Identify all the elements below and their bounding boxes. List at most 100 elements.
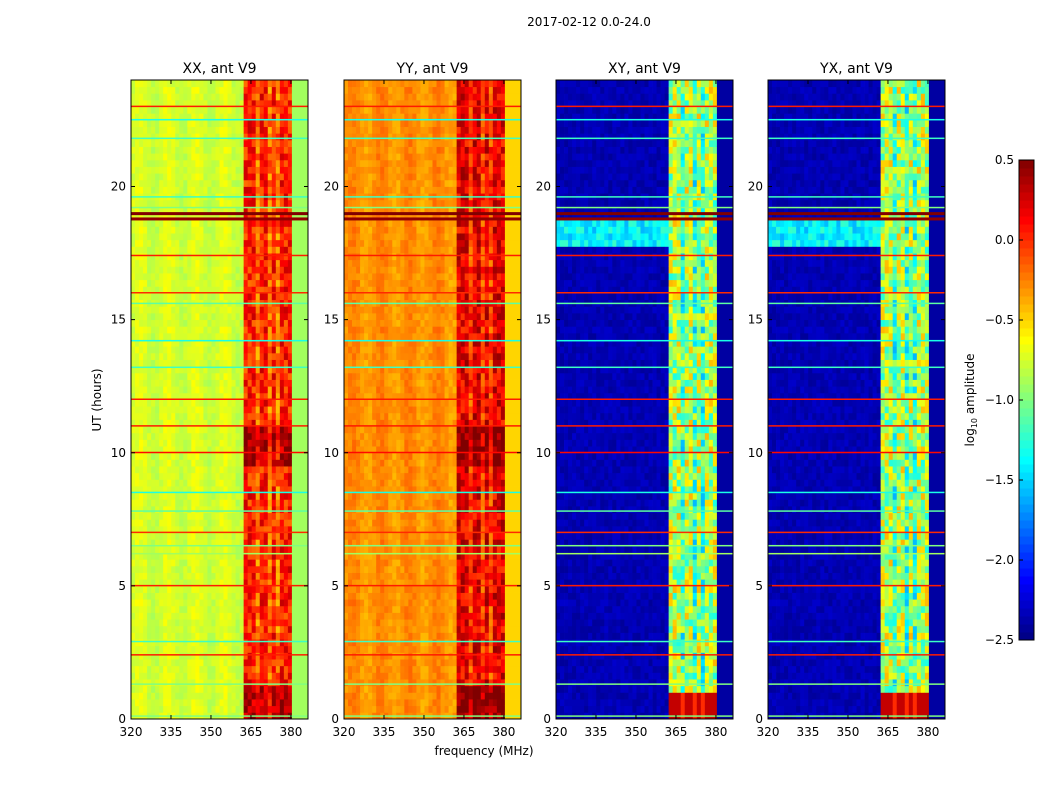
heatmap-cell (247, 233, 253, 241)
heatmap-cell (183, 159, 188, 167)
heatmap-cell (167, 519, 172, 527)
heatmap-cell (191, 306, 196, 314)
heatmap-cell (243, 359, 249, 367)
heatmap-cell (135, 159, 140, 167)
heatmap-cell (295, 579, 301, 587)
heatmap-cell (207, 86, 212, 94)
heatmap-cell (247, 366, 253, 374)
heatmap-cell (372, 699, 377, 707)
heatmap-cell (348, 625, 353, 633)
heatmap-cell (187, 306, 192, 314)
heatmap-cell (151, 106, 156, 114)
heatmap-cell (247, 432, 253, 440)
heatmap-cell (299, 419, 305, 427)
heatmap-cell (348, 559, 353, 567)
heatmap-cell (167, 259, 172, 267)
heatmap-cell (219, 486, 224, 494)
heatmap-cell (171, 359, 176, 367)
heatmap-cell (275, 386, 281, 394)
heatmap-cell (243, 239, 249, 247)
heatmap-cell (267, 672, 273, 680)
heatmap-cell (151, 599, 156, 607)
heatmap-cell (143, 519, 148, 527)
heatmap-cell (247, 80, 253, 88)
heatmap-cell (356, 273, 361, 281)
heatmap-cell (271, 306, 277, 314)
heatmap-cell (251, 512, 257, 520)
heatmap-cell (167, 545, 172, 553)
heatmap-cell (271, 492, 277, 500)
heatmap-cell (131, 699, 136, 707)
heatmap-cell (247, 153, 253, 161)
heatmap-cell (211, 492, 216, 500)
heatmap-cell (348, 406, 353, 414)
heatmap-cell (271, 273, 277, 281)
heatmap-cell (203, 539, 208, 547)
heatmap-cell (195, 426, 200, 434)
heatmap-cell (163, 665, 168, 673)
heatmap-cell (195, 639, 200, 647)
heatmap-cell (247, 319, 253, 327)
heatmap-cell (287, 119, 293, 127)
heatmap-cell (203, 499, 208, 507)
heatmap-cell (231, 426, 236, 434)
heatmap-cell (263, 219, 269, 227)
heatmap-cell (223, 406, 228, 414)
heatmap-cell (215, 492, 220, 500)
heatmap-cell (303, 492, 309, 500)
heatmap-cell (291, 632, 297, 640)
heatmap-cell (171, 279, 176, 287)
heatmap-cell (175, 199, 180, 207)
heatmap-cell (155, 119, 160, 127)
heatmap-cell (147, 685, 152, 693)
heatmap-cell (243, 652, 249, 660)
heatmap-cell (187, 326, 192, 334)
heatmap-cell (372, 545, 377, 553)
heatmap-cell (147, 146, 152, 154)
heatmap-cell (283, 665, 289, 673)
heatmap-cell (239, 273, 245, 281)
heatmap-cell (352, 306, 357, 314)
heatmap-cell (195, 419, 200, 427)
heatmap-cell (239, 699, 245, 707)
heatmap-cell (255, 539, 261, 547)
heatmap-cell (171, 173, 176, 181)
heatmap-cell (179, 699, 184, 707)
heatmap-cell (171, 233, 176, 241)
heatmap-cell (231, 259, 236, 267)
heatmap-cell (287, 146, 293, 154)
heatmap-cell (299, 93, 305, 101)
heatmap-cell (187, 539, 192, 547)
heatmap-cell (175, 652, 180, 660)
heatmap-cell (151, 659, 156, 667)
heatmap-cell (299, 326, 305, 334)
heatmap-cell (195, 406, 200, 414)
heatmap-cell (207, 506, 212, 514)
heatmap-cell (303, 412, 309, 420)
heatmap-cell (247, 592, 253, 600)
heatmap-cell (372, 525, 377, 534)
heatmap-cell (235, 472, 241, 480)
heatmap-cell (267, 412, 273, 420)
heatmap-cell (223, 699, 228, 707)
heatmap-cell (199, 599, 204, 607)
heatmap-cell (167, 346, 172, 354)
heatmap-cell (215, 545, 220, 553)
heatmap-cell (163, 519, 168, 527)
heatmap-cell (211, 259, 216, 267)
heatmap-cell (187, 293, 192, 301)
heatmap-cell (299, 679, 305, 687)
heatmap-cell (283, 312, 289, 321)
heatmap-cell (243, 86, 249, 94)
heatmap-cell (199, 379, 204, 387)
heatmap-cell (199, 486, 204, 494)
heatmap-cell (247, 86, 253, 94)
heatmap-cell (207, 692, 212, 700)
heatmap-cell (175, 619, 180, 627)
heatmap-cell (151, 332, 156, 340)
heatmap-cell (147, 579, 152, 587)
heatmap-cell (364, 153, 369, 161)
heatmap-cell (163, 572, 168, 580)
heatmap-cell (227, 585, 232, 593)
heatmap-cell (356, 286, 361, 294)
